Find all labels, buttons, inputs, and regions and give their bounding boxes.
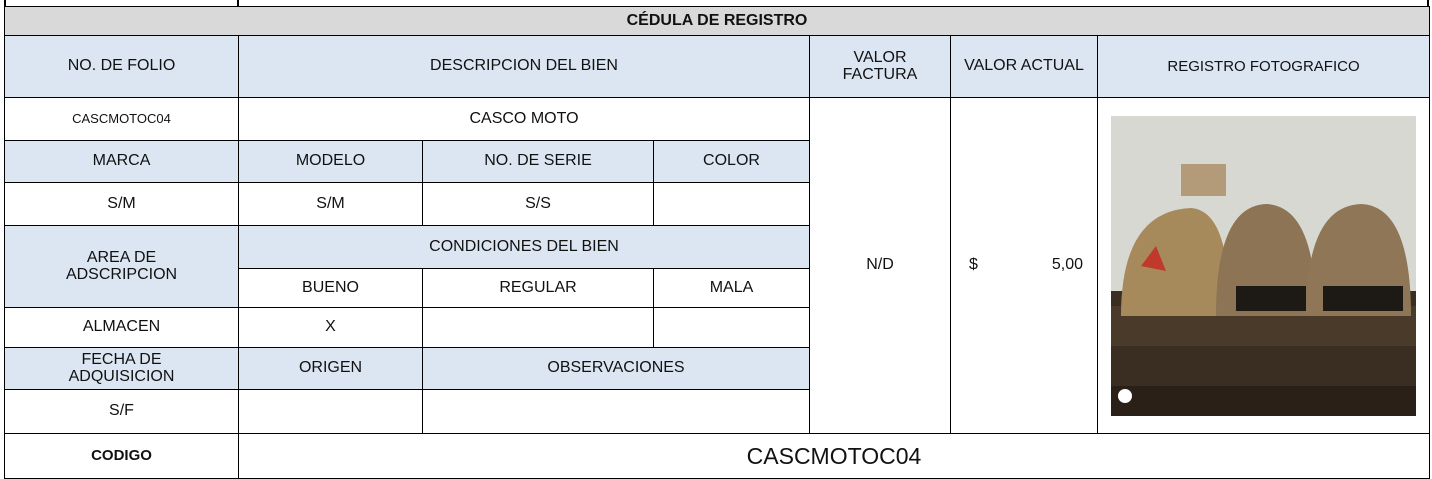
cell: [422, 307, 654, 348]
cell: X: [238, 307, 423, 348]
cell: CASCO MOTO: [238, 97, 810, 141]
border: [237, 0, 239, 8]
label-cell: CONDICIONES DEL BIEN: [238, 225, 810, 269]
label-cell: CODIGO: [4, 433, 239, 479]
border: [1427, 0, 1429, 8]
label-cell: COLOR: [653, 140, 810, 183]
cell: [653, 307, 810, 348]
cell: S/M: [4, 182, 239, 226]
cell: CASCMOTOC04: [4, 97, 239, 141]
currency: $: [969, 256, 978, 274]
cell: S/F: [4, 389, 239, 434]
photo-cell: [1097, 97, 1430, 434]
photo: [1111, 115, 1416, 416]
header-cell: VALOR FACTURA: [809, 35, 951, 98]
header-cell: VALOR ACTUAL: [950, 35, 1098, 98]
label-cell: NO. DE SERIE: [422, 140, 654, 183]
code-cell: CASCMOTOC04: [238, 433, 1430, 479]
cell: [653, 182, 810, 226]
cell: N/D: [809, 97, 951, 434]
label-cell: MARCA: [4, 140, 239, 183]
border: [4, 0, 6, 8]
label-cell: OBSERVACIONES: [422, 347, 810, 390]
value-cell: $ 5,00: [950, 97, 1098, 434]
cell: [238, 389, 423, 434]
amount: 5,00: [1051, 256, 1083, 274]
cell: BUENO: [238, 268, 423, 308]
label-cell: MODELO: [238, 140, 423, 183]
label-cell: ORIGEN: [238, 347, 423, 390]
cell: MALA: [653, 268, 810, 308]
header-cell: DESCRIPCION DEL BIEN: [238, 35, 810, 98]
cell: S/S: [422, 182, 654, 226]
cell: S/M: [238, 182, 423, 226]
header-cell: REGISTRO FOTOGRAFICO: [1097, 35, 1430, 98]
cell: [422, 389, 810, 434]
label-cell: AREA DE ADSCRIPCION: [4, 225, 239, 308]
title: CÉDULA DE REGISTRO: [4, 6, 1430, 36]
cell: REGULAR: [422, 268, 654, 308]
cell: ALMACEN: [4, 307, 239, 348]
label-cell: FECHA DE ADQUISICION: [4, 347, 239, 390]
header-cell: NO. DE FOLIO: [4, 35, 239, 98]
